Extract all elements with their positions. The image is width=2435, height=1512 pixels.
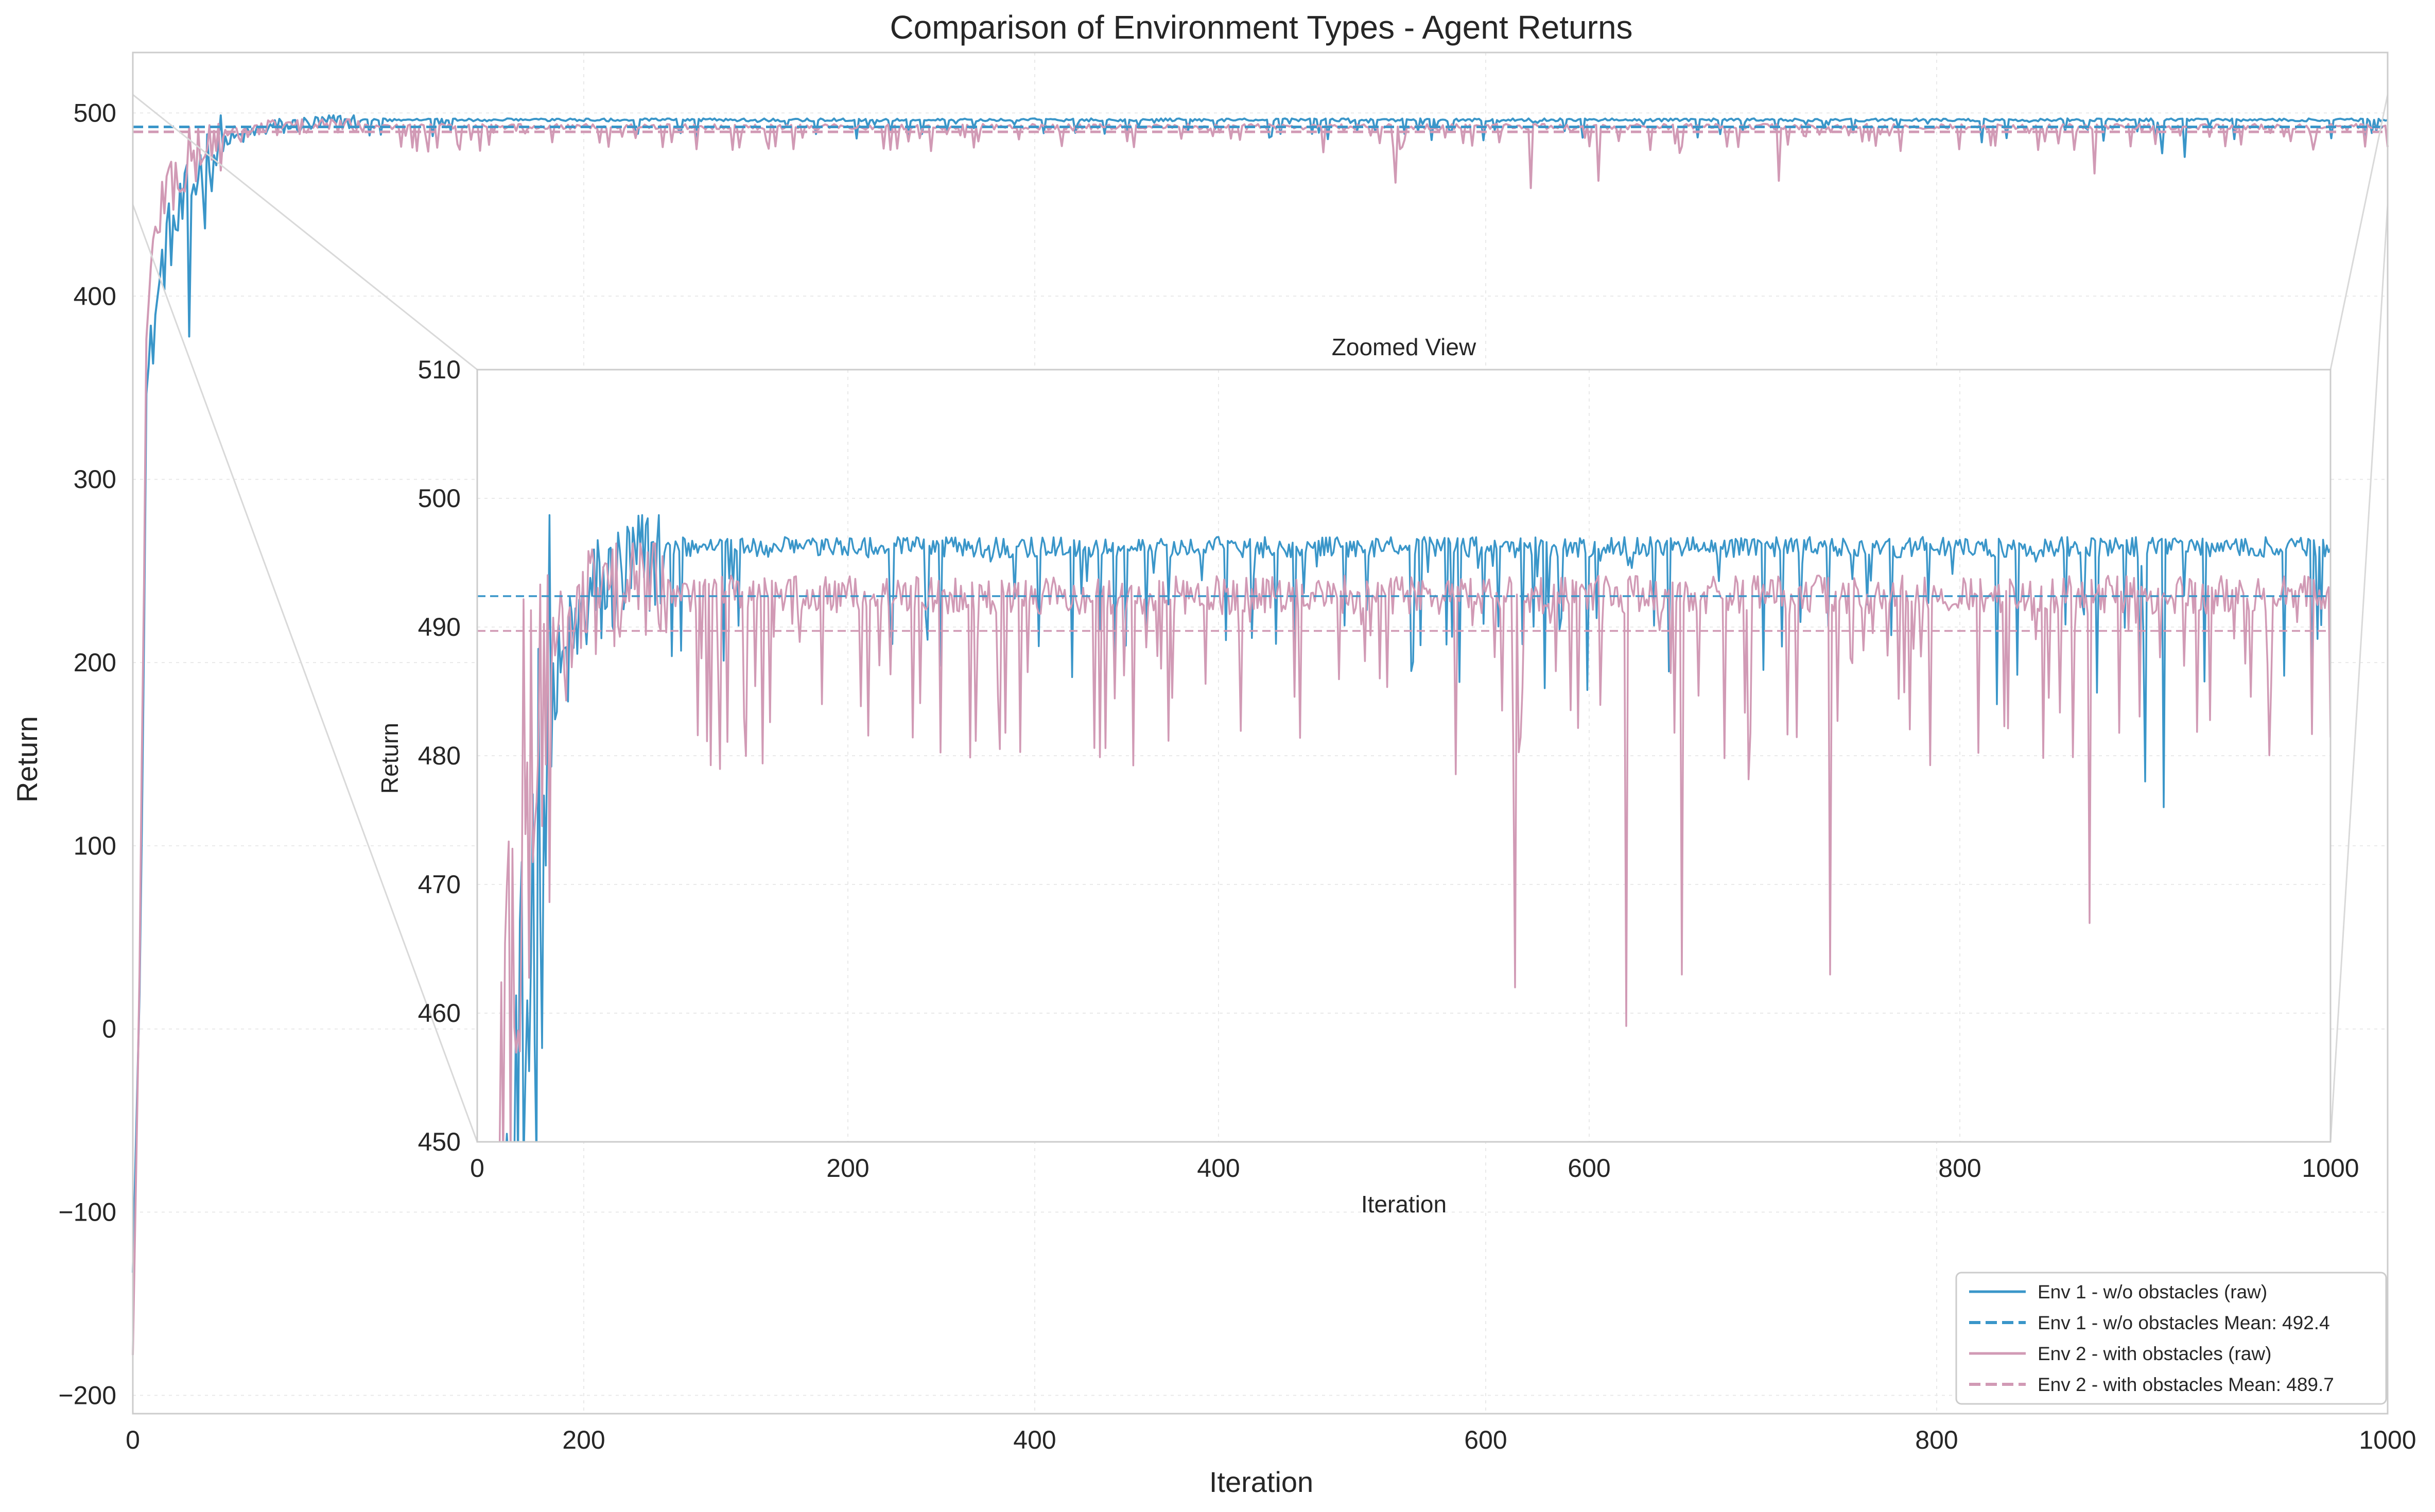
inset-y-tick-label: 500	[418, 484, 461, 513]
inset-y-tick-label: 490	[418, 613, 461, 641]
main-y-tick-label: 0	[102, 1015, 116, 1044]
main-y-axis-label: Return	[11, 716, 43, 803]
inset-zoomed-view: 0 200 400 600 800 1000 450 460 470 480 490 500 510 Z…	[376, 334, 2359, 1218]
inset-x-axis-label: Iteration	[1361, 1191, 1447, 1218]
inset-x-tick-label: 400	[1197, 1154, 1240, 1183]
inset-axes-frame	[476, 369, 2332, 1143]
main-x-tick-label: 600	[1464, 1426, 1507, 1454]
zoom-connector-left-bottom	[132, 204, 478, 1142]
inset-plot-frame	[476, 369, 2332, 1143]
inset-line-env1-raw	[505, 514, 2330, 1142]
legend-label-env1-raw: Env 1 - w/o obstacles (raw)	[2038, 1281, 2267, 1302]
legend-label-env1-mean: Env 1 - w/o obstacles Mean: 492.4	[2038, 1312, 2330, 1333]
main-x-tick-label: 400	[1013, 1426, 1056, 1454]
main-y-tick-label: 500	[74, 98, 116, 127]
main-plot-tick-labels: 0 200 400 600 800 1000 −200 −100 0 100 200 300 400 50…	[58, 98, 2416, 1454]
main-x-tick-label: 200	[562, 1426, 605, 1454]
main-axes-frame	[132, 51, 2389, 1415]
inset-x-tick-label: 600	[1568, 1154, 1610, 1183]
legend-item-env1-mean: Env 1 - w/o obstacles Mean: 492.4	[1969, 1312, 2330, 1333]
zoom-connector-right-bottom	[2329, 204, 2389, 1142]
inset-x-tick-label: 1000	[2302, 1154, 2359, 1183]
inset-y-axis-label: Return	[376, 723, 403, 794]
legend-item-env2-raw: Env 2 - with obstacles (raw)	[1969, 1343, 2271, 1364]
inset-background	[477, 370, 2330, 1142]
legend: Env 1 - w/o obstacles (raw) Env 1 - w/o …	[1955, 1272, 2387, 1405]
inset-title: Zoomed View	[1332, 334, 1476, 360]
inset-y-tick-label: 450	[418, 1127, 461, 1156]
main-x-tick-label: 800	[1915, 1426, 1958, 1454]
main-y-tick-label: 100	[74, 831, 116, 860]
zoom-connectors	[132, 94, 2389, 1142]
inset-x-tick-label: 200	[826, 1154, 869, 1183]
inset-y-tick-label: 480	[418, 741, 461, 770]
main-y-tick-label: −200	[58, 1381, 116, 1410]
inset-y-tick-label: 460	[418, 999, 461, 1028]
inset-x-tick-label: 0	[470, 1154, 484, 1183]
main-y-tick-label: 200	[74, 648, 116, 677]
main-y-tick-label: 300	[74, 465, 116, 494]
inset-plot-tick-labels: 0 200 400 600 800 1000 450 460 470 480 490 500 510	[418, 355, 2359, 1183]
inset-y-tick-label: 510	[418, 355, 461, 384]
main-x-tick-label: 1000	[2359, 1426, 2416, 1454]
main-plot-frame	[132, 51, 2389, 1415]
legend-item-env2-mean: Env 2 - with obstacles Mean: 489.7	[1969, 1374, 2334, 1395]
chart-title: Comparison of Environment Types - Agent …	[890, 9, 1632, 46]
zoom-connector-left-top	[132, 94, 478, 371]
main-x-axis-label: Iteration	[1209, 1466, 1313, 1498]
main-y-tick-label: 400	[74, 282, 116, 310]
inset-y-tick-label: 470	[418, 870, 461, 899]
legend-item-env1-raw: Env 1 - w/o obstacles (raw)	[1969, 1281, 2267, 1302]
main-y-tick-label: −100	[58, 1198, 116, 1227]
zoom-connector-right-top	[2329, 94, 2389, 370]
inset-x-tick-label: 800	[1938, 1154, 1981, 1183]
main-x-tick-label: 0	[126, 1426, 140, 1454]
main-line-env1-raw	[132, 114, 2388, 1273]
legend-box	[1955, 1272, 2387, 1405]
legend-label-env2-raw: Env 2 - with obstacles (raw)	[2038, 1343, 2271, 1364]
inset-plot-lines	[477, 514, 2330, 1142]
main-plot-lines	[132, 114, 2389, 1355]
legend-label-env2-mean: Env 2 - with obstacles Mean: 489.7	[2038, 1374, 2334, 1395]
